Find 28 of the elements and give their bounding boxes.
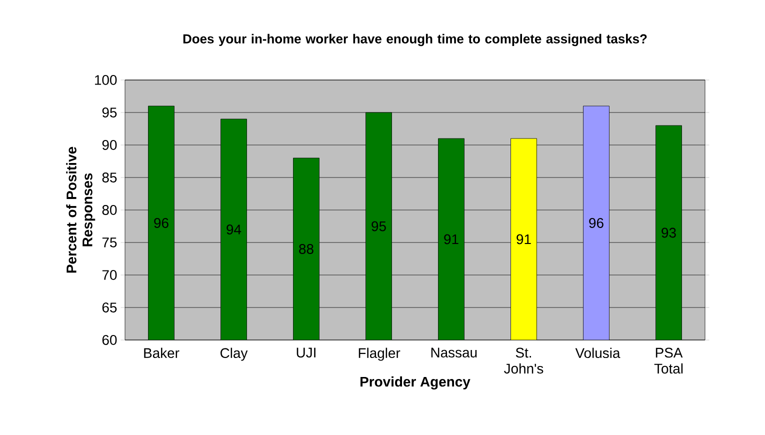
data-label: 91	[444, 234, 458, 244]
y-tick-label: 65	[102, 302, 117, 312]
y-tick-label: 95	[102, 108, 117, 118]
data-label: 96	[154, 218, 168, 228]
y-tick-label: 100	[95, 75, 117, 85]
x-tick-label: Nassau	[431, 348, 477, 358]
y-tick-label: 85	[102, 172, 117, 182]
y-tick-label: 80	[102, 205, 117, 215]
x-tick-label: Clay	[220, 348, 248, 361]
y-axis-title: Percent of Positive Responses	[66, 146, 96, 273]
y-tick-label: 70	[102, 270, 117, 280]
x-tick-label: St. John's	[504, 348, 544, 374]
y-tick-label: 75	[102, 238, 117, 248]
x-tick-label: PSA Total	[654, 348, 683, 374]
y-tick-label: 60	[102, 335, 117, 345]
x-tick-label: Baker	[144, 348, 180, 358]
x-tick-label: Volusia	[575, 348, 620, 358]
data-label: 96	[589, 218, 604, 228]
x-axis-title: Provider Agency	[360, 376, 470, 390]
data-label: 94	[226, 224, 242, 234]
chart-title: Does your in-home worker have enough time to complete assigned tasks?	[183, 34, 647, 46]
data-label: 88	[299, 244, 314, 254]
x-tick-label: Flagler	[358, 348, 400, 361]
y-tick-label: 90	[102, 140, 117, 150]
x-tick-label: UJI	[296, 348, 316, 358]
data-label: 93	[662, 228, 676, 238]
data-label: 91	[516, 234, 531, 244]
data-label: 95	[372, 221, 386, 232]
